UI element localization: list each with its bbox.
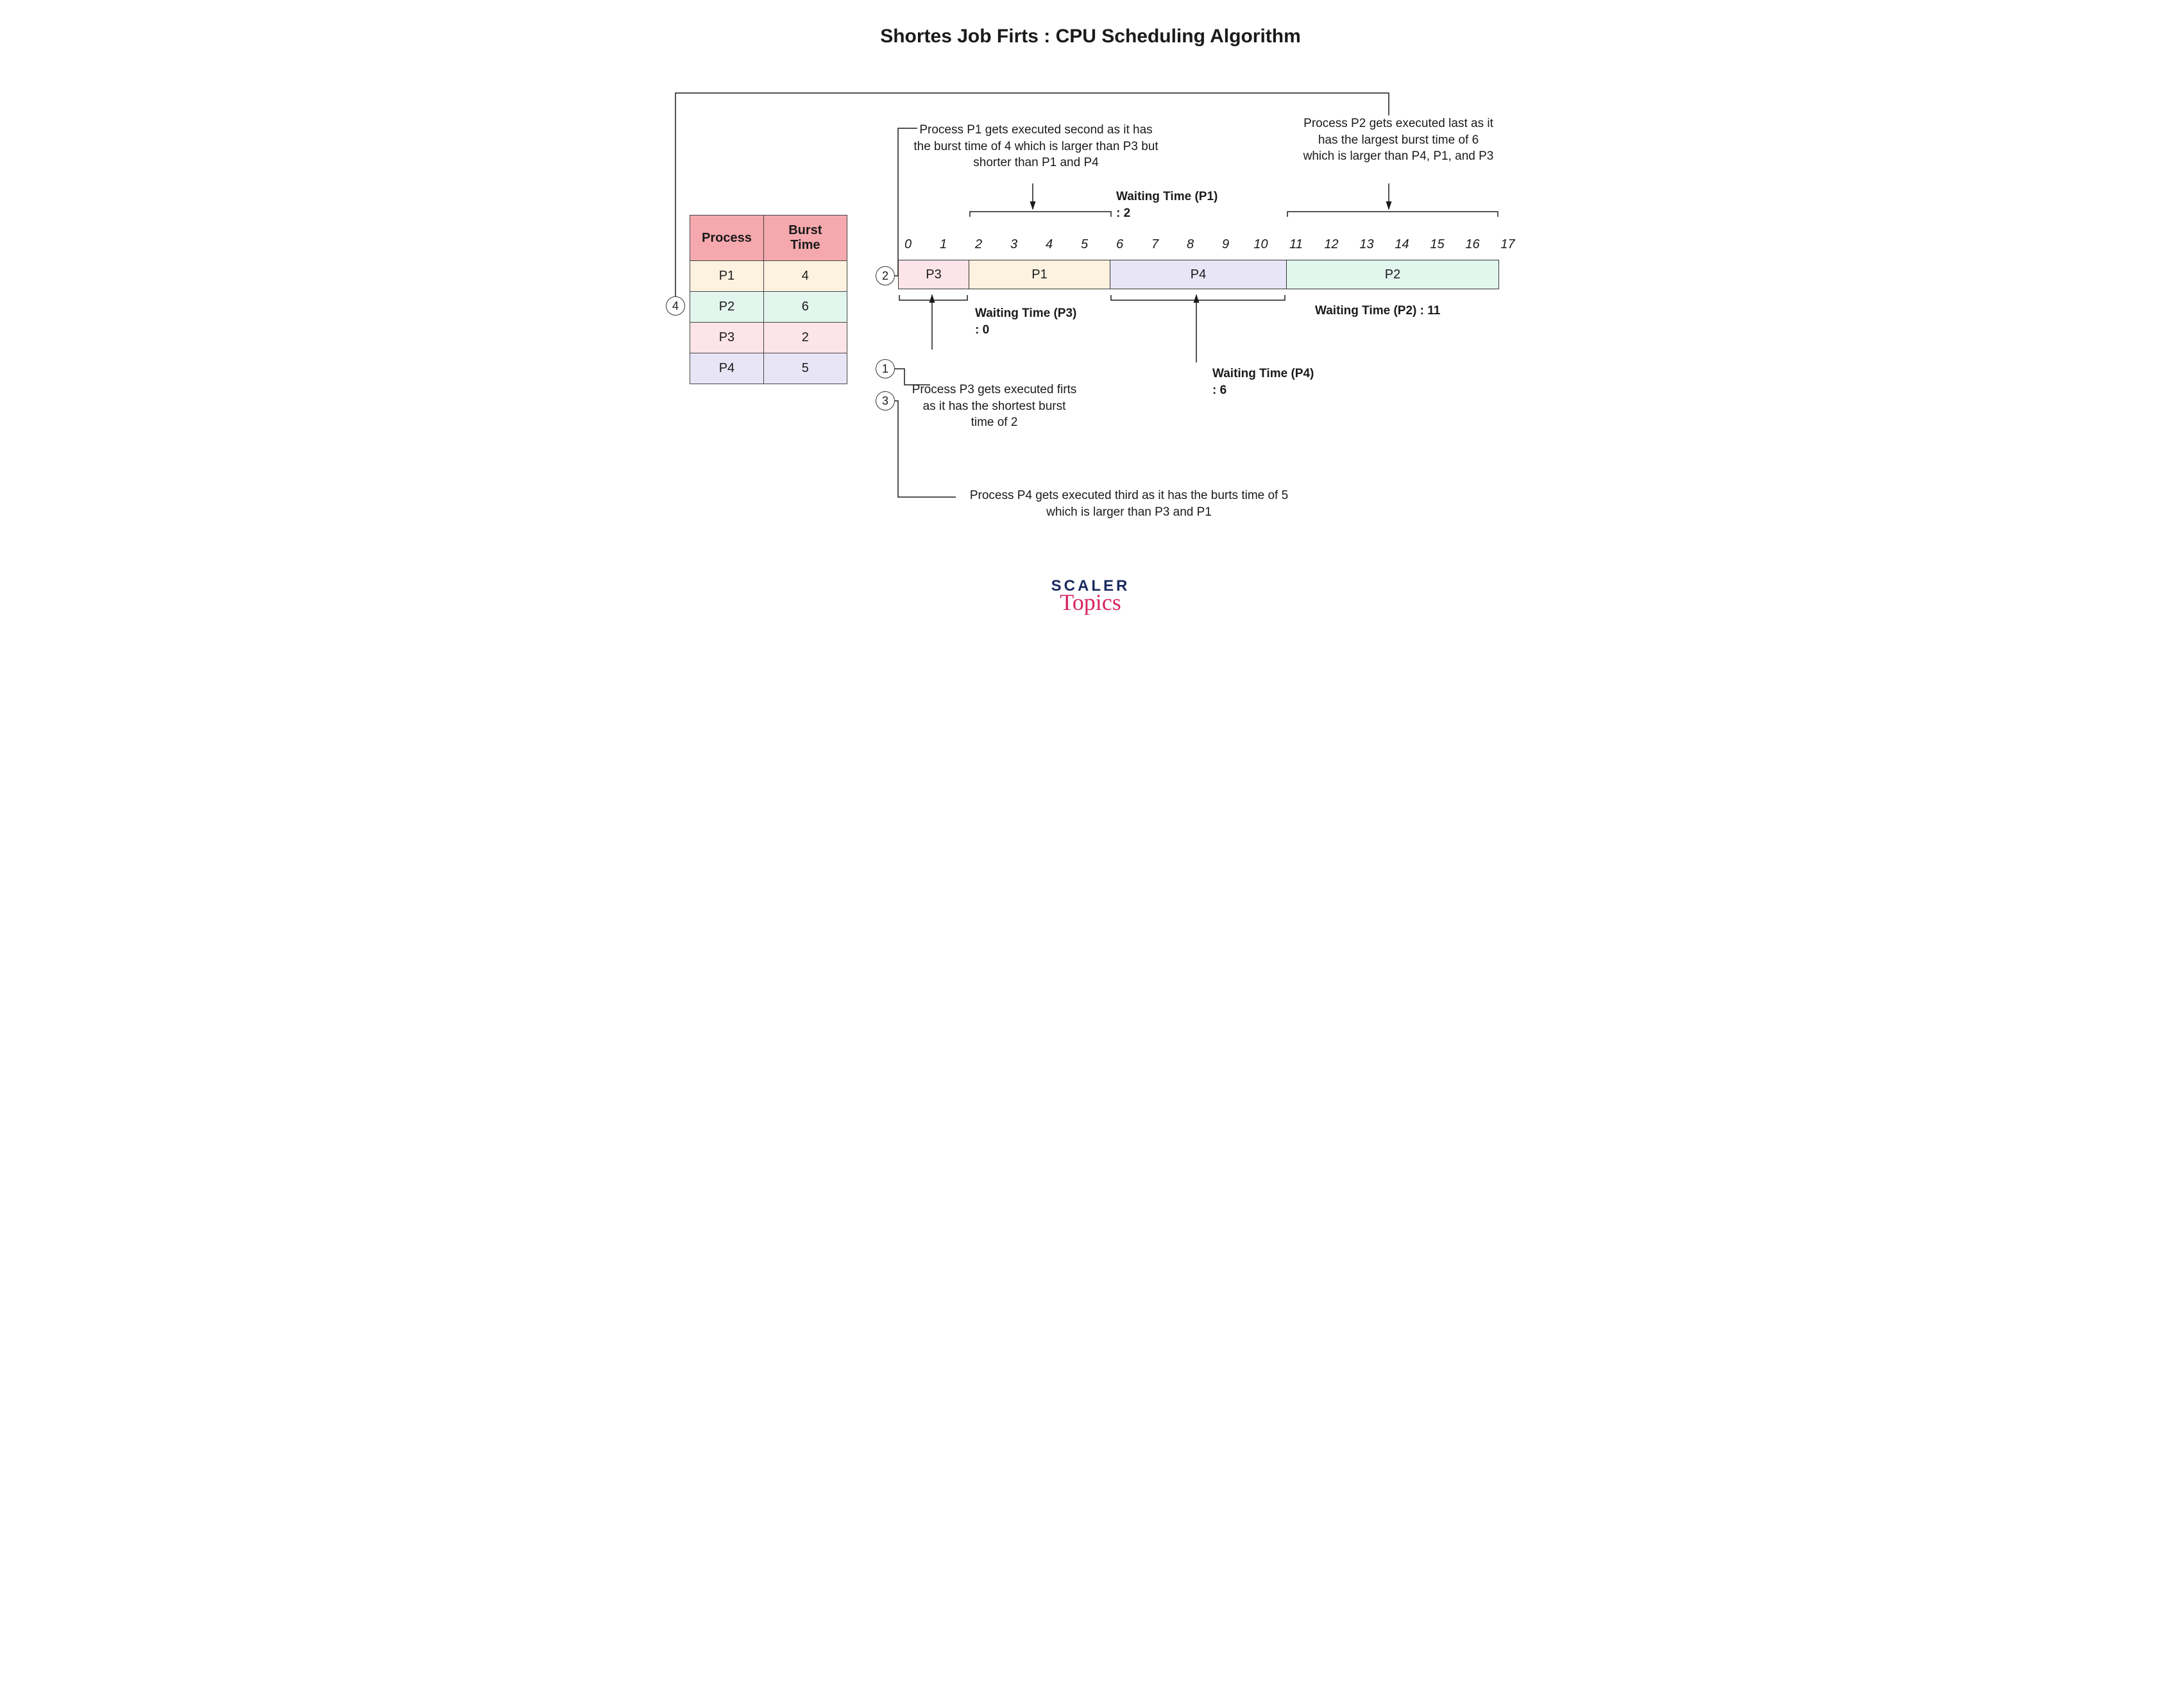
step-2: 2 xyxy=(876,266,895,285)
tick: 11 xyxy=(1278,237,1314,252)
tick: 9 xyxy=(1208,237,1243,252)
waiting-p3: Waiting Time (P3) : 0 xyxy=(975,305,1078,338)
tick: 2 xyxy=(961,237,996,252)
step-1: 1 xyxy=(876,359,895,378)
tick: 16 xyxy=(1455,237,1490,252)
col-process: Process xyxy=(690,216,764,261)
tick: 4 xyxy=(1031,237,1067,252)
table-row: P3 2 xyxy=(690,323,847,353)
tick: 1 xyxy=(926,237,961,252)
col-burst: BurstTime xyxy=(763,216,847,261)
step-4: 4 xyxy=(666,296,685,316)
cell-process: P2 xyxy=(690,292,764,323)
anno-p3: Process P3 gets executed firts as it has… xyxy=(911,382,1078,431)
cell-process: P1 xyxy=(690,261,764,292)
cell-burst: 4 xyxy=(763,261,847,292)
tick: 14 xyxy=(1384,237,1420,252)
waiting-p4: Waiting Time (P4) : 6 xyxy=(1212,366,1315,398)
table-header-row: Process BurstTime xyxy=(690,216,847,261)
anno-p2: Process P2 gets executed last as it has … xyxy=(1302,115,1495,165)
step-3: 3 xyxy=(876,391,895,410)
logo-topics-text: Topics xyxy=(1051,589,1130,616)
diagram-title: Shortes Job Firts : CPU Scheduling Algor… xyxy=(622,26,1559,47)
gantt-seg-p4: P4 xyxy=(1110,260,1287,289)
anno-p4: Process P4 gets executed third as it has… xyxy=(956,487,1302,520)
cell-burst: 2 xyxy=(763,323,847,353)
gantt-seg-p2: P2 xyxy=(1287,260,1498,289)
tick: 10 xyxy=(1243,237,1278,252)
waiting-p1: Waiting Time (P1) : 2 xyxy=(1116,189,1219,221)
tick: 17 xyxy=(1490,237,1525,252)
cell-burst: 5 xyxy=(763,353,847,384)
table-row: P2 6 xyxy=(690,292,847,323)
scaler-logo: SCALER Topics xyxy=(1051,577,1130,616)
tick: 13 xyxy=(1349,237,1384,252)
tick: 12 xyxy=(1314,237,1349,252)
tick: 15 xyxy=(1420,237,1455,252)
tick: 6 xyxy=(1102,237,1137,252)
cell-burst: 6 xyxy=(763,292,847,323)
table-row: P1 4 xyxy=(690,261,847,292)
tick: 0 xyxy=(890,237,926,252)
gantt-seg-p3: P3 xyxy=(899,260,969,289)
cell-process: P4 xyxy=(690,353,764,384)
tick: 5 xyxy=(1067,237,1102,252)
gantt-seg-p1: P1 xyxy=(969,260,1110,289)
cell-process: P3 xyxy=(690,323,764,353)
process-table: Process BurstTime P1 4 P2 6 P3 2 P4 5 xyxy=(690,215,847,384)
gantt-chart: P3 P1 P4 P2 xyxy=(898,260,1499,289)
table-row: P4 5 xyxy=(690,353,847,384)
anno-p1: Process P1 gets executed second as it ha… xyxy=(911,122,1161,171)
tick: 3 xyxy=(996,237,1031,252)
timeline: 0 1 2 3 4 5 6 7 8 9 10 11 12 13 14 15 16… xyxy=(890,237,1525,252)
diagram-canvas: Shortes Job Firts : CPU Scheduling Algor… xyxy=(622,26,1559,731)
waiting-p2: Waiting Time (P2) : 11 xyxy=(1315,303,1482,319)
tick: 8 xyxy=(1173,237,1208,252)
tick: 7 xyxy=(1137,237,1173,252)
